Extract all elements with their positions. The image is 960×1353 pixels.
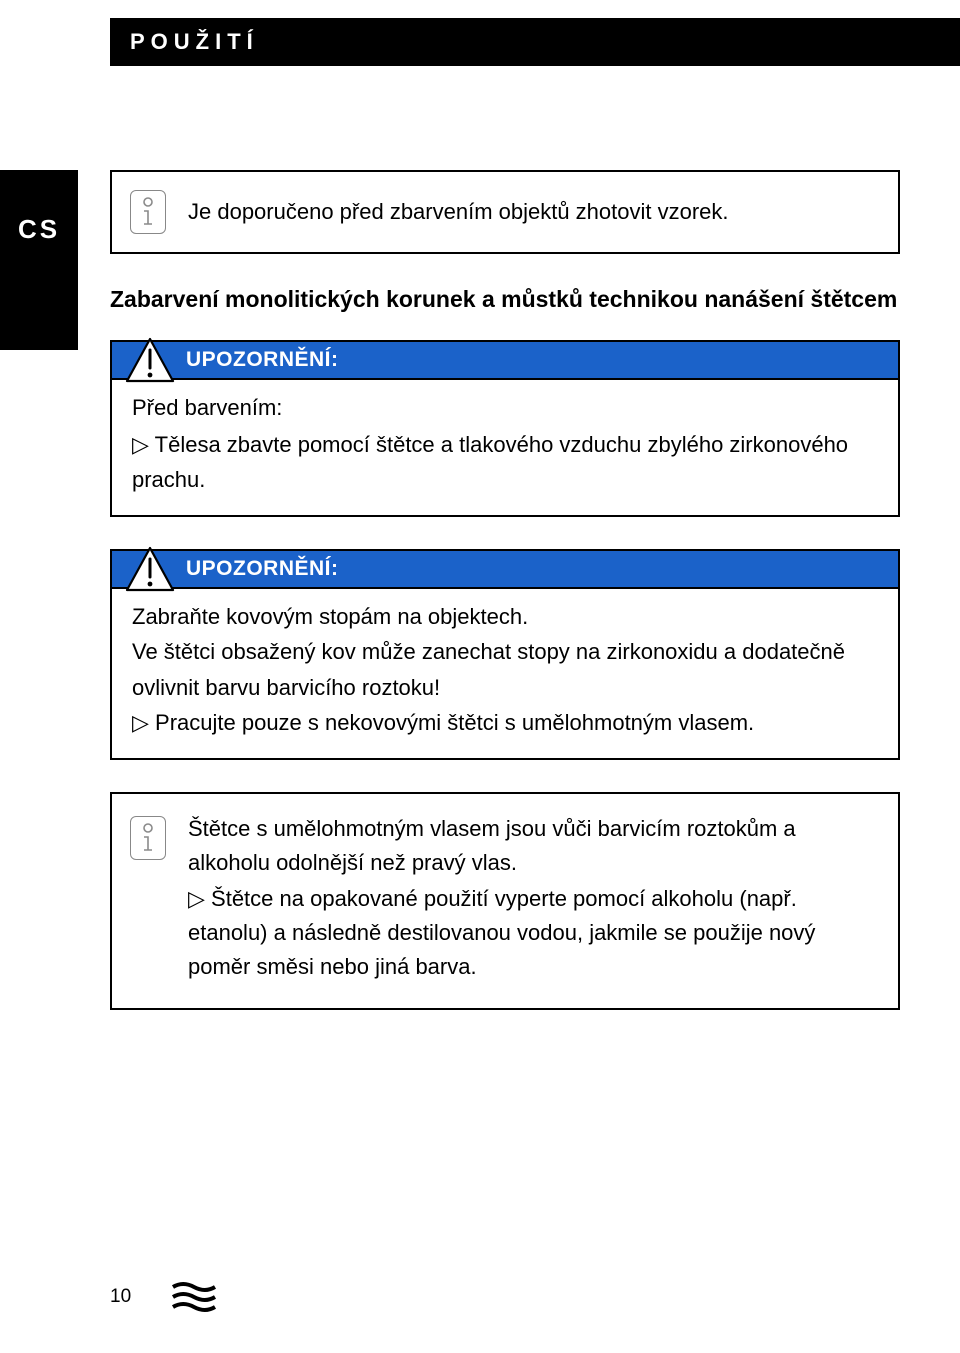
warning-bullet: Tělesa zbavte pomocí štětce a tlakového … — [132, 427, 878, 497]
warning-line: Zabraňte kovovým stopám na objektech. — [132, 599, 878, 634]
footer-logo-icon — [171, 1281, 217, 1313]
info-note: Štětce s umělohmotným vlasem jsou vůči b… — [110, 792, 900, 1010]
page-content: Je doporučeno před zbarvením objektů zho… — [110, 170, 900, 1010]
warning-header: UPOZORNĚNÍ: — [112, 551, 898, 589]
info-note-text: Štětce s umělohmotným vlasem jsou vůči b… — [188, 812, 878, 986]
warning-box: UPOZORNĚNÍ: Před barvením: Tělesa zbavte… — [110, 340, 900, 518]
page-number: 10 — [110, 1286, 131, 1308]
warning-body: Před barvením: Tělesa zbavte pomocí štět… — [112, 380, 898, 516]
warning-label: UPOZORNĚNÍ: — [186, 348, 339, 372]
warning-bullet: Pracujte pouze s nekovovými štětci s umě… — [132, 705, 878, 740]
info-bullet: Štětce na opakované použití vyperte pomo… — [188, 882, 878, 984]
subsection-heading: Zabarvení monolitických korunek a můstků… — [110, 282, 900, 318]
warning-triangle-icon — [124, 336, 176, 384]
warning-label: UPOZORNĚNÍ: — [186, 557, 339, 581]
warning-triangle-icon — [124, 545, 176, 593]
section-header: POUŽITÍ — [110, 18, 960, 66]
warning-lead: Před barvením: — [132, 390, 878, 425]
language-tab: CS — [0, 170, 78, 350]
info-line: Štětce s umělohmotným vlasem jsou vůči b… — [188, 812, 878, 880]
warning-line: Ve štětci obsažený kov může zanechat sto… — [132, 634, 878, 704]
section-title: POUŽITÍ — [130, 29, 259, 55]
info-note: Je doporučeno před zbarvením objektů zho… — [110, 170, 900, 254]
warning-header: UPOZORNĚNÍ: — [112, 342, 898, 380]
info-note-text: Je doporučeno před zbarvením objektů zho… — [188, 195, 729, 229]
page-footer: 10 — [110, 1281, 217, 1313]
warning-box: UPOZORNĚNÍ: Zabraňte kovovým stopám na o… — [110, 549, 900, 760]
language-code: CS — [18, 214, 60, 245]
info-icon — [130, 190, 166, 234]
warning-body: Zabraňte kovovým stopám na objektech. Ve… — [112, 589, 898, 758]
info-icon — [130, 816, 166, 860]
